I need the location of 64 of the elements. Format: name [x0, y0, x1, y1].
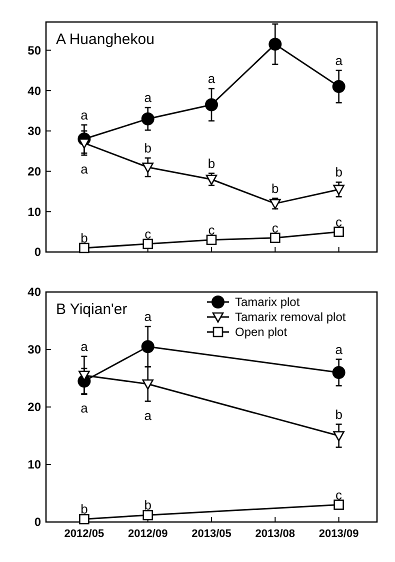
- point: [332, 80, 346, 94]
- annotation: a: [80, 400, 89, 416]
- annotation: b: [80, 230, 88, 246]
- y-tick-label: 30: [28, 342, 42, 357]
- legend-label: Tamarix plot: [235, 295, 300, 310]
- point: [333, 184, 344, 196]
- x-tick-label: 2013/08: [255, 528, 296, 540]
- text: A Huanghekou: [56, 31, 154, 48]
- annotation: a: [144, 309, 152, 324]
- x-tick-label: 2012/05: [64, 528, 104, 540]
- x-tick-label: 2013/09: [318, 528, 359, 540]
- y-tick-label: 40: [28, 84, 42, 98]
- annotation: b: [144, 140, 152, 156]
- point: [142, 238, 153, 250]
- point: [206, 234, 217, 246]
- annotation: c: [144, 226, 152, 242]
- point: [206, 174, 218, 186]
- y-tick-label: 20: [28, 400, 42, 414]
- annotation: b: [272, 180, 279, 196]
- annotation: c: [208, 222, 216, 238]
- point: [332, 366, 346, 379]
- annotation: b: [208, 156, 216, 171]
- point: [141, 340, 154, 354]
- legend-label: Open plot: [235, 325, 288, 340]
- annotation: b: [335, 164, 342, 180]
- annotation: a: [144, 408, 152, 423]
- y-tick-label: 0: [34, 515, 42, 530]
- annotation: b: [335, 406, 342, 422]
- y-tick-label: 30: [28, 124, 42, 138]
- annotation: a: [335, 342, 344, 357]
- point: [142, 162, 154, 173]
- annotation: a: [80, 107, 89, 122]
- point: [141, 112, 154, 126]
- legend-label: Tamarix removal plot: [235, 310, 346, 324]
- point: [334, 500, 344, 510]
- annotation: b: [144, 498, 152, 513]
- point: [205, 98, 218, 112]
- point: [333, 431, 344, 442]
- annotation: a: [335, 52, 344, 68]
- annotation: a: [80, 338, 89, 354]
- annotation: a: [208, 71, 216, 86]
- point: [270, 232, 280, 244]
- y-tick-label: 10: [28, 204, 42, 219]
- point: [270, 198, 281, 210]
- point: [268, 38, 282, 51]
- annotation: b: [80, 502, 88, 517]
- x-tick-label: 2013/05: [192, 528, 232, 540]
- text: B Yiqian'er: [56, 301, 128, 318]
- annotation: c: [336, 214, 343, 230]
- annotation: c: [336, 487, 343, 502]
- y-tick-label: 40: [28, 285, 42, 300]
- annotation: a: [80, 162, 89, 177]
- y-tick-label: 10: [28, 458, 42, 472]
- y-tick-label: 0: [34, 245, 42, 260]
- point: [334, 226, 344, 237]
- point: [142, 510, 153, 520]
- point: [142, 379, 154, 390]
- y-tick-label: 20: [28, 164, 42, 178]
- point: [79, 242, 90, 254]
- y-tick-label: 50: [28, 43, 42, 58]
- annotation: a: [144, 90, 152, 106]
- x-tick-label: 2012/09: [128, 528, 168, 540]
- point: [79, 514, 90, 524]
- annotation: c: [272, 220, 279, 236]
